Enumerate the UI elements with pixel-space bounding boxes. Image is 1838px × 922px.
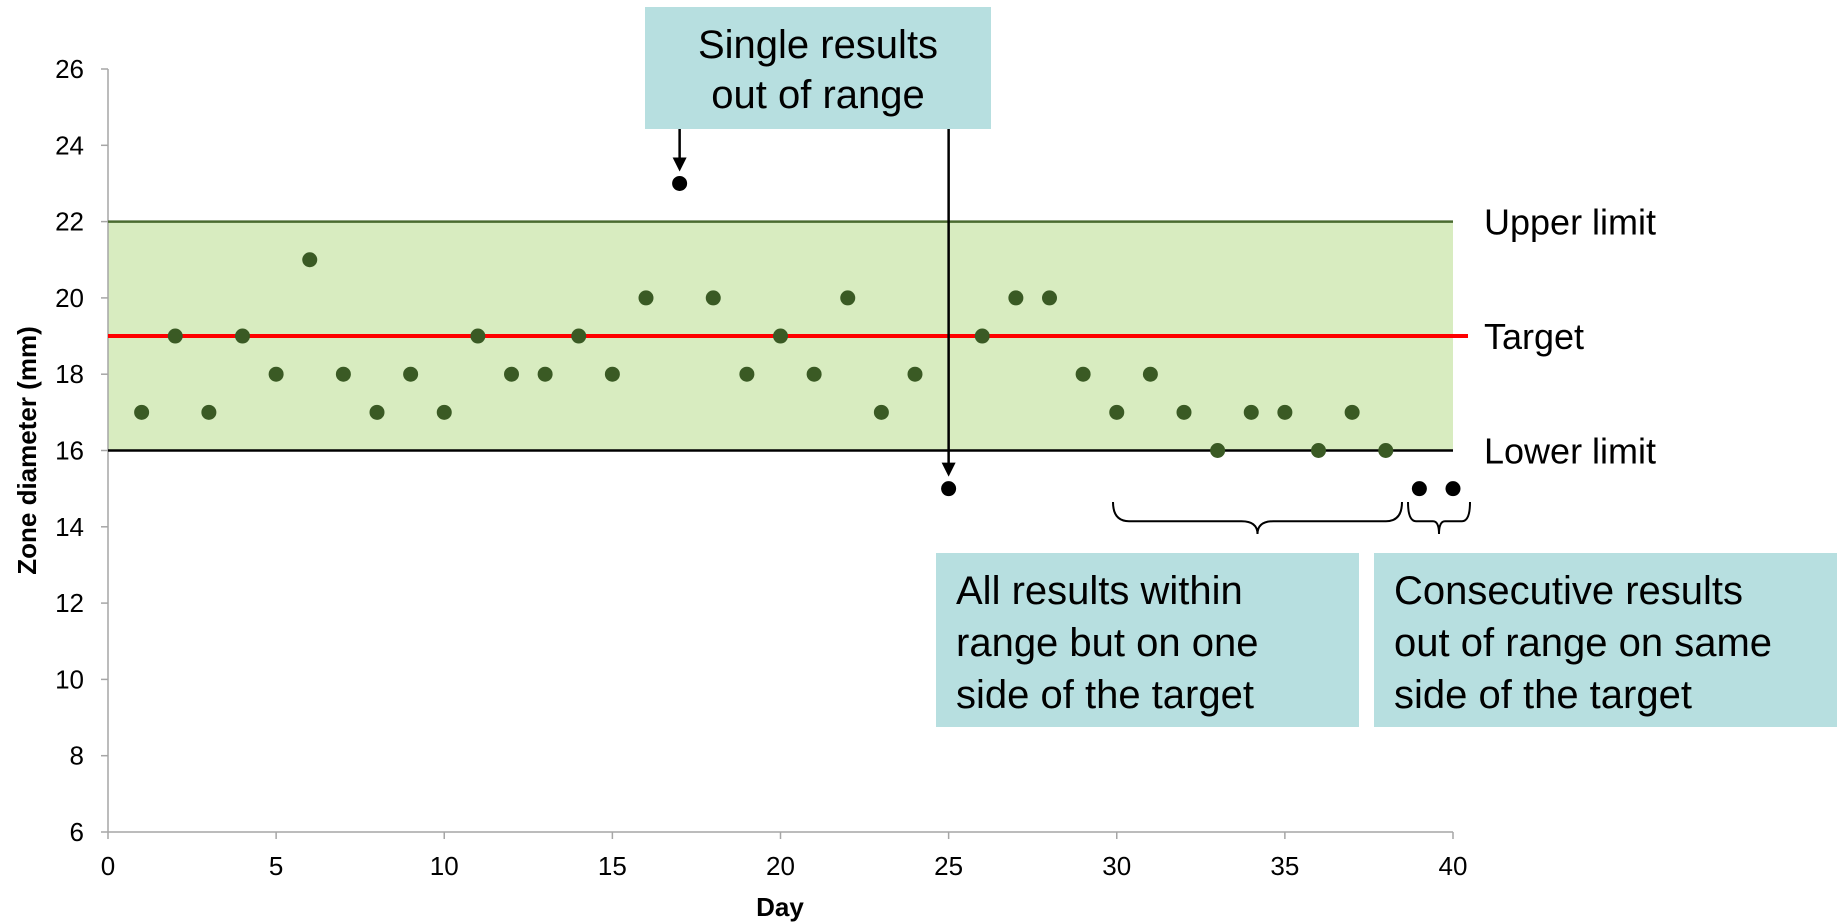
- y-tick-label: 20: [55, 283, 84, 313]
- callout-one-side-text: range but on one: [956, 621, 1258, 665]
- x-tick-label: 5: [269, 851, 283, 881]
- y-tick-label: 22: [55, 207, 84, 237]
- y-tick-label: 18: [55, 359, 84, 389]
- callout-one-side-text: All results within: [956, 569, 1243, 613]
- callout-consecutive-text: side of the target: [1394, 673, 1692, 717]
- y-tick-label: 16: [55, 436, 84, 466]
- data-point-in-range: [739, 366, 755, 382]
- data-point-in-range: [268, 366, 284, 382]
- y-tick-label: 26: [55, 54, 84, 84]
- x-axis-title: Day: [756, 892, 804, 922]
- data-point-in-range: [806, 366, 822, 382]
- data-point-in-range: [335, 366, 351, 382]
- y-tick-label: 6: [70, 817, 84, 847]
- callout-single-box: [645, 7, 991, 129]
- callout-one-side-box: [936, 553, 1359, 727]
- y-tick-label: 12: [55, 588, 84, 618]
- data-point-in-range: [1311, 443, 1326, 458]
- x-tick-label: 0: [101, 851, 115, 881]
- callout-one-side-text: side of the target: [956, 673, 1254, 717]
- lower-limit-label: Lower limit: [1484, 431, 1656, 472]
- data-point-in-range: [235, 328, 250, 344]
- data-point-in-range: [134, 404, 150, 420]
- y-axis-title: Zone diameter (mm): [12, 326, 42, 575]
- data-point-in-range: [840, 290, 856, 306]
- data-point-in-range: [167, 328, 183, 344]
- callout-single-text: out of range: [711, 73, 925, 117]
- data-point-in-range: [1243, 404, 1259, 420]
- upper-limit-label: Upper limit: [1484, 202, 1656, 243]
- callout-consecutive-text: out of range on same: [1394, 621, 1772, 665]
- data-point-in-range: [571, 328, 587, 344]
- data-point-in-range: [974, 328, 990, 344]
- callout-consecutive-box: [1374, 553, 1837, 727]
- data-point-in-range: [873, 404, 889, 420]
- x-tick-label: 15: [598, 851, 627, 881]
- data-point-out-of-range: [1411, 481, 1427, 497]
- target-label: Target: [1484, 316, 1584, 357]
- data-point-in-range: [537, 366, 553, 382]
- data-point-in-range: [773, 328, 788, 344]
- data-point-in-range: [1378, 443, 1394, 458]
- data-point-out-of-range: [1445, 481, 1461, 497]
- data-point-in-range: [470, 328, 486, 344]
- data-point-in-range: [201, 404, 217, 420]
- data-point-in-range: [403, 366, 419, 382]
- y-tick-label: 10: [55, 664, 84, 694]
- data-point-in-range: [907, 366, 923, 382]
- data-point-in-range: [1042, 290, 1057, 306]
- x-tick-label: 35: [1270, 851, 1299, 881]
- data-point-in-range: [1277, 404, 1293, 420]
- x-tick-label: 10: [430, 851, 459, 881]
- data-point-in-range: [638, 290, 654, 306]
- data-point-out-of-range: [941, 481, 957, 497]
- data-point-in-range: [1142, 366, 1158, 382]
- data-point-in-range: [436, 404, 452, 420]
- y-tick-label: 14: [55, 512, 84, 542]
- data-point-in-range: [1109, 404, 1125, 420]
- arrow-day25-head: [941, 462, 956, 477]
- x-tick-label: 25: [934, 851, 963, 881]
- x-tick-label: 20: [766, 851, 795, 881]
- y-tick-label: 24: [55, 130, 84, 160]
- callout-consecutive-text: Consecutive results: [1394, 569, 1743, 613]
- data-point-in-range: [1008, 290, 1024, 306]
- data-point-in-range: [1075, 366, 1091, 382]
- data-point-in-range: [504, 366, 519, 382]
- data-point-in-range: [369, 404, 385, 420]
- arrow-day17-head: [672, 157, 687, 172]
- callout-single-text: Single results: [698, 23, 938, 67]
- x-tick-label: 40: [1439, 851, 1468, 881]
- data-point-in-range: [604, 366, 620, 382]
- x-tick-label: 30: [1102, 851, 1131, 881]
- data-point-in-range: [1176, 404, 1192, 420]
- data-point-in-range: [1210, 443, 1226, 458]
- data-point-out-of-range: [672, 175, 688, 191]
- brace-one-side: [1112, 501, 1403, 535]
- y-tick-label: 8: [70, 741, 84, 771]
- data-point-in-range: [705, 290, 721, 306]
- brace-consecutive: [1407, 501, 1471, 535]
- data-point-in-range: [302, 252, 318, 268]
- data-point-in-range: [1344, 404, 1360, 420]
